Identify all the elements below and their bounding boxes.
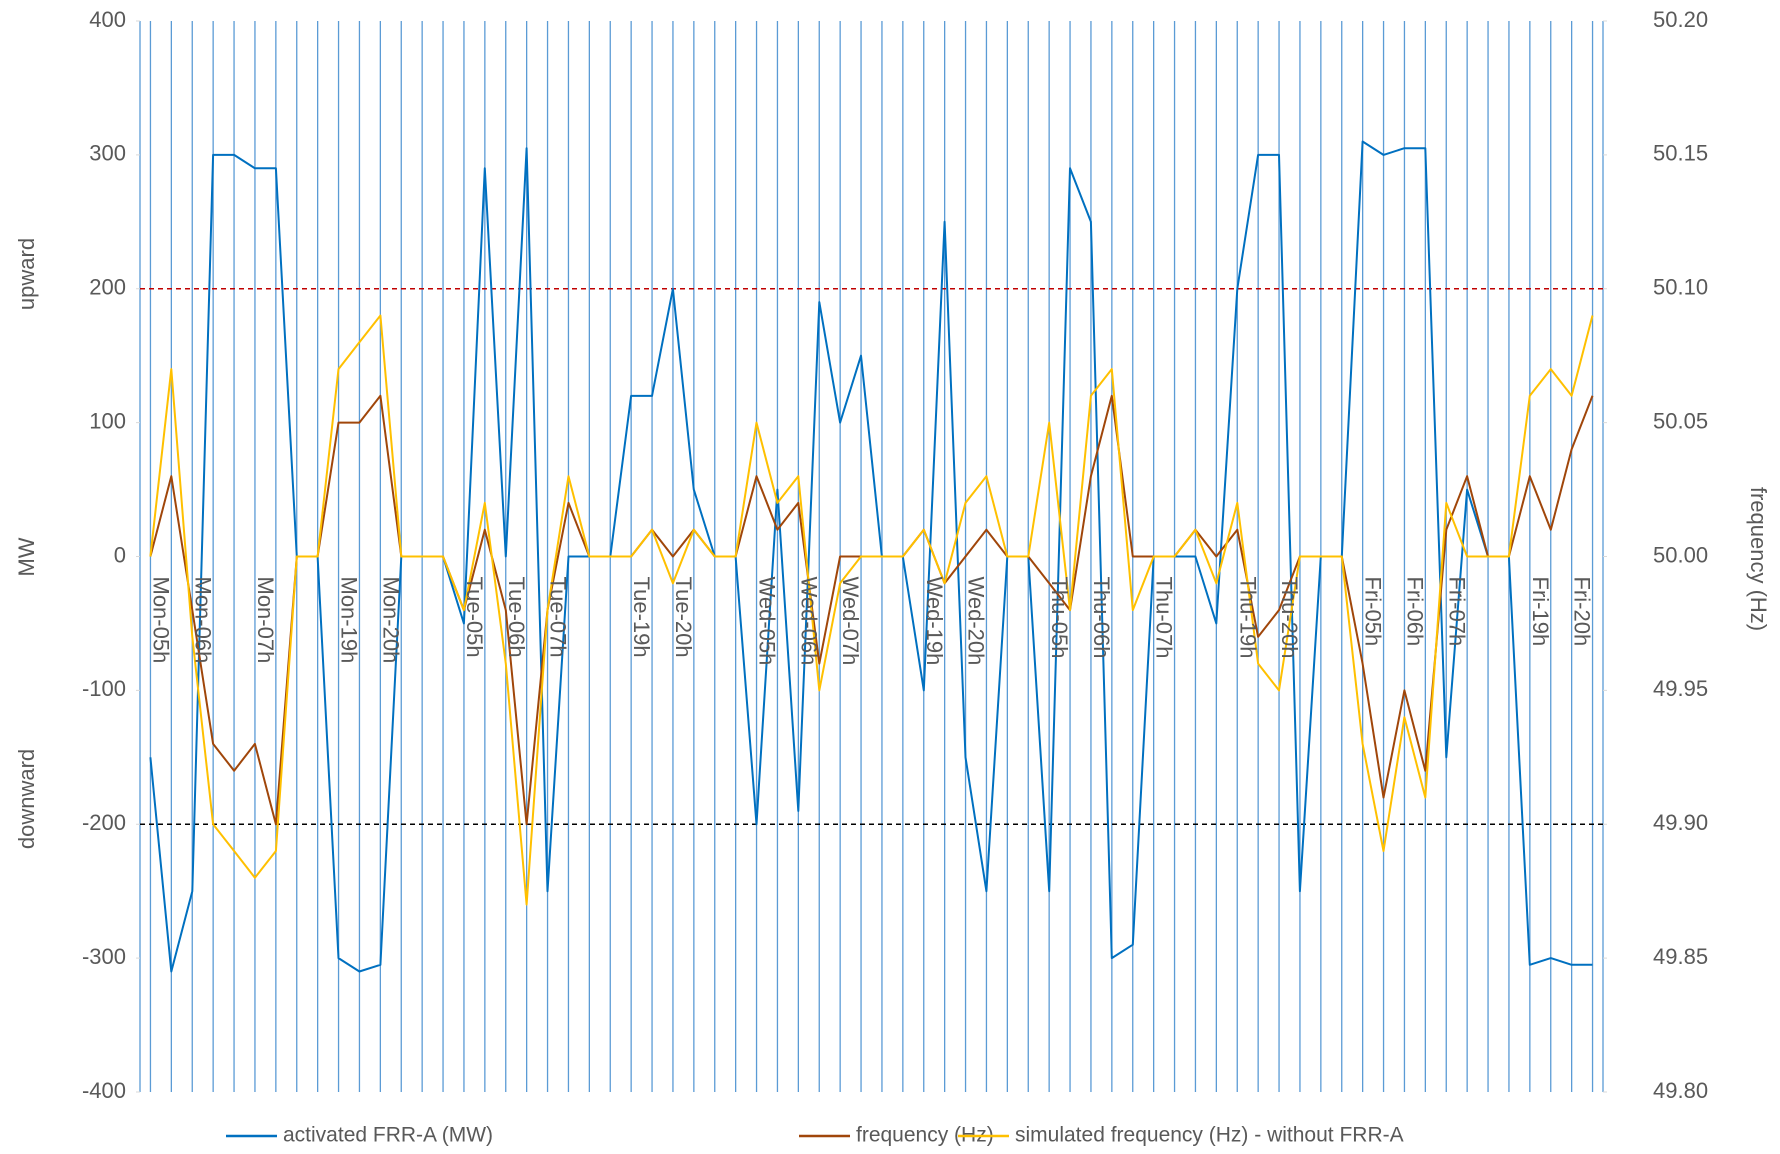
y-tick-label: 0 [114,542,126,567]
legend-label: activated FRR-A (MW) [283,1124,493,1147]
y2-tick-label: 50.05 [1653,408,1708,433]
y2-tick-label: 50.15 [1653,141,1708,166]
y2-tick-label: 49.85 [1653,944,1708,969]
y-axis-lower-label: downward [14,749,39,849]
x-tick-label: Fri-20h [1570,577,1595,647]
x-tick-label: Wed-06h [796,577,821,666]
x-tick-label: Thu-05h [1047,577,1072,659]
x-tick-label: Mon-20h [378,577,403,664]
y2-axis-label: frequency (Hz) [1746,487,1771,631]
x-tick-label: Tue-05h [462,577,487,658]
x-tick-label: Fri-07h [1444,577,1469,647]
y-tick-label: -300 [82,944,126,969]
x-tick-label: Wed-05h [755,577,780,666]
x-tick-label: Wed-19h [922,577,947,666]
y-tick-label: -200 [82,810,126,835]
x-tick-label: Mon-06h [190,577,215,664]
x-tick-label: Wed-07h [838,577,863,666]
y2-tick-label: 49.80 [1653,1078,1708,1103]
x-tick-label: Tue-07h [546,577,571,658]
x-tick-label: Fri-05h [1361,577,1386,647]
legend-label: simulated frequency (Hz) - without FRR-A [1015,1124,1404,1147]
x-tick-label: Thu-06h [1089,577,1114,659]
x-tick-label: Thu-20h [1277,577,1302,659]
y2-tick-label: 50.00 [1653,542,1708,567]
x-tick-label: Fri-06h [1403,577,1428,647]
y-axis-label: MW [14,537,39,576]
legend-label: frequency (Hz) [856,1124,994,1147]
x-tick-label: Mon-05h [149,577,174,664]
x-tick-label: Tue-06h [504,577,529,658]
y2-tick-label: 49.95 [1653,676,1708,701]
x-tick-label: Mon-07h [253,577,278,664]
x-tick-label: Tue-20h [671,577,696,658]
x-tick-label: Fri-19h [1528,577,1553,647]
series-line [149,140,1593,973]
y-tick-label: -100 [82,676,126,701]
y-tick-label: 300 [89,141,126,166]
y-axis-upper-label: upward [14,238,39,310]
y-tick-label: -400 [82,1078,126,1103]
x-tick-label: Mon-19h [337,577,362,664]
y-tick-label: 200 [89,275,126,300]
y-tick-label: 100 [89,408,126,433]
x-tick-label: Thu-19h [1235,577,1260,659]
x-tick-label: Tue-19h [629,577,654,658]
y2-tick-label: 50.10 [1653,275,1708,300]
series-line [149,314,1594,906]
y2-tick-label: 49.90 [1653,810,1708,835]
y-tick-label: 400 [89,7,126,32]
x-tick-label: Wed-20h [964,577,989,666]
y2-tick-label: 50.20 [1653,7,1708,32]
x-tick-label: Thu-07h [1152,577,1177,659]
